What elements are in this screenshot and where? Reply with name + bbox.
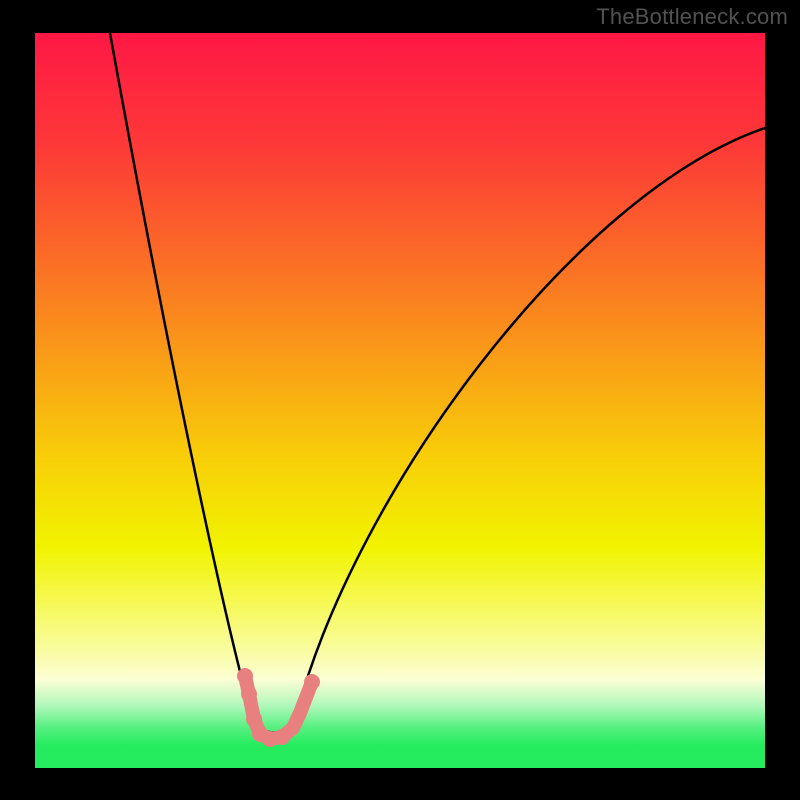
bottleneck-curve-chart — [35, 33, 765, 768]
data-marker — [246, 711, 262, 727]
data-marker — [287, 722, 300, 735]
data-marker — [304, 674, 320, 690]
chart-container: TheBottleneck.com — [0, 0, 800, 800]
data-marker — [241, 686, 257, 702]
data-marker — [294, 707, 307, 720]
gradient-background — [35, 33, 765, 768]
data-marker — [237, 668, 253, 684]
watermark-text: TheBottleneck.com — [596, 4, 788, 30]
